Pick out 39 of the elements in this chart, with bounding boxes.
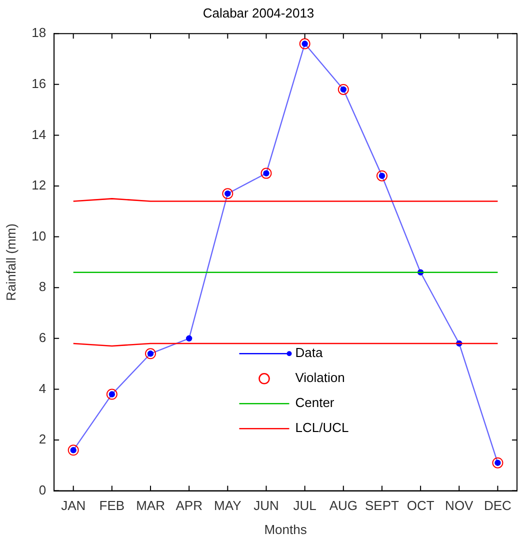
chart-title: Calabar 2004-2013 bbox=[202, 5, 314, 20]
y-tick-label: 10 bbox=[32, 228, 46, 244]
x-tick-label: DEC bbox=[484, 498, 512, 514]
point bbox=[222, 188, 234, 200]
legend-label: Center bbox=[295, 395, 335, 410]
y-tick-label: 8 bbox=[38, 279, 46, 294]
x-tick-label: MAY bbox=[214, 498, 242, 514]
y-tick-label: 6 bbox=[38, 330, 46, 345]
point bbox=[145, 348, 156, 360]
x-tick-label: FEB bbox=[99, 498, 125, 514]
legend-label: Data bbox=[295, 345, 324, 360]
y-tick-label: 4 bbox=[38, 380, 46, 396]
x-tick-label: MAR bbox=[136, 498, 165, 514]
legend-label: Violation bbox=[295, 370, 345, 386]
point bbox=[260, 168, 272, 179]
y-tick-label: 18 bbox=[32, 25, 46, 40]
point bbox=[376, 170, 388, 182]
point bbox=[492, 457, 504, 468]
y-tick-label: 0 bbox=[38, 482, 46, 498]
point bbox=[338, 84, 349, 95]
y-axis-title: Rainfall (mm) bbox=[3, 224, 18, 301]
legend-label: LCL/UCL bbox=[295, 420, 349, 436]
y-tick-label: 2 bbox=[38, 432, 46, 447]
y-tick-label: 12 bbox=[32, 178, 46, 193]
point bbox=[68, 444, 79, 456]
point bbox=[299, 38, 310, 50]
x-tick-label: JUL bbox=[293, 498, 316, 514]
x-tick-label: NOV bbox=[445, 498, 474, 514]
x-tick-label: APR bbox=[176, 498, 202, 514]
y-tick-label: 14 bbox=[32, 126, 46, 142]
x-tick-label: JUN bbox=[254, 498, 279, 514]
point bbox=[106, 388, 118, 400]
x-tick-label: SEPT bbox=[364, 498, 400, 514]
x-tick-label: JAN bbox=[61, 498, 86, 514]
point bbox=[186, 335, 192, 342]
x-tick-label: AUG bbox=[329, 498, 358, 514]
x-tick-label: OCT bbox=[406, 498, 434, 514]
x-axis-title: Months bbox=[264, 522, 308, 537]
y-tick-label: 16 bbox=[32, 76, 46, 91]
